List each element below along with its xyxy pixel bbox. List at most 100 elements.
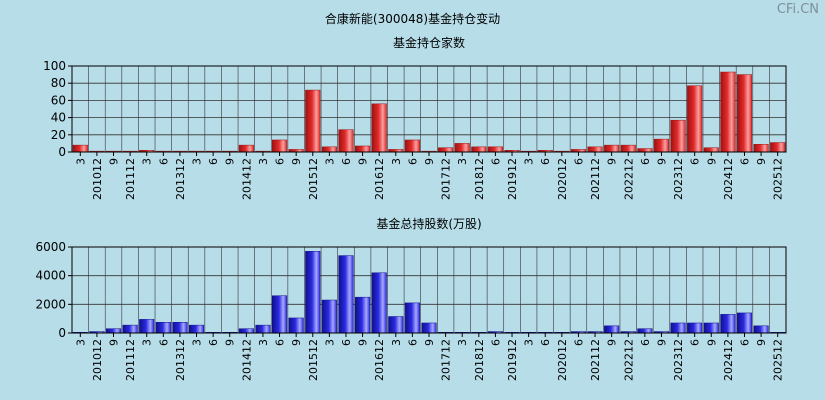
x-tick-label: 202112 bbox=[589, 339, 602, 381]
bar bbox=[604, 325, 620, 334]
x-tick-label: 3 bbox=[141, 339, 154, 346]
bar bbox=[753, 325, 769, 334]
bar bbox=[72, 144, 88, 153]
x-tick-label: 201912 bbox=[506, 339, 519, 381]
x-tick-label: 6 bbox=[406, 339, 419, 346]
bar bbox=[703, 322, 719, 334]
x-tick-label: 202412 bbox=[722, 339, 735, 381]
x-tick-label: 201812 bbox=[473, 339, 486, 381]
y-tick-label: 40 bbox=[51, 111, 66, 125]
y-tick-label: 20 bbox=[51, 128, 66, 142]
x-tick-label: 201812 bbox=[473, 158, 486, 200]
bar bbox=[272, 139, 288, 153]
bar bbox=[703, 147, 719, 153]
y-tick-label: 80 bbox=[51, 76, 66, 90]
x-tick-label: 202012 bbox=[556, 158, 569, 200]
bar bbox=[620, 144, 636, 153]
x-tick-label: 202012 bbox=[556, 339, 569, 381]
x-tick-label: 202312 bbox=[672, 339, 685, 381]
bar bbox=[172, 322, 188, 334]
bar bbox=[471, 146, 487, 153]
x-tick-label: 9 bbox=[290, 339, 303, 346]
x-tick-label: 6 bbox=[207, 339, 220, 346]
x-tick-label: 6 bbox=[738, 158, 751, 165]
x-tick-label: 201712 bbox=[440, 339, 453, 381]
x-tick-label: 3 bbox=[323, 339, 336, 346]
bar bbox=[670, 119, 686, 153]
x-tick-label: 6 bbox=[406, 158, 419, 165]
bar bbox=[720, 71, 736, 153]
x-tick-label: 9 bbox=[705, 339, 718, 346]
bar bbox=[338, 255, 354, 334]
x-tick-label: 201112 bbox=[124, 158, 137, 200]
x-tick-label: 6 bbox=[639, 339, 652, 346]
x-tick-label: 6 bbox=[572, 339, 585, 346]
bar bbox=[139, 319, 155, 334]
x-tick-label: 9 bbox=[357, 158, 370, 165]
bar bbox=[388, 316, 404, 334]
bar bbox=[720, 314, 736, 334]
bar bbox=[604, 144, 620, 153]
x-tick-label: 202512 bbox=[772, 158, 785, 200]
watermark: CFi.CN bbox=[776, 2, 819, 17]
plot-area bbox=[72, 66, 786, 152]
x-tick-label: 9 bbox=[224, 339, 237, 346]
x-tick-label: 3 bbox=[141, 158, 154, 165]
bar bbox=[238, 144, 254, 153]
bar bbox=[753, 144, 769, 153]
x-tick-label: 6 bbox=[340, 339, 353, 346]
x-tick-label: 9 bbox=[108, 158, 121, 165]
x-tick-label: 9 bbox=[224, 158, 237, 165]
x-tick-label: 9 bbox=[357, 339, 370, 346]
x-tick-label: 9 bbox=[290, 158, 303, 165]
x-tick-label: 3 bbox=[456, 339, 469, 346]
bar bbox=[637, 148, 653, 153]
x-tick-label: 201412 bbox=[240, 158, 253, 200]
x-tick-label: 9 bbox=[705, 158, 718, 165]
x-tick-label: 6 bbox=[489, 158, 502, 165]
y-tick-label: 4000 bbox=[35, 269, 66, 283]
x-tick-label: 3 bbox=[257, 158, 270, 165]
x-tick-label: 3 bbox=[191, 158, 204, 165]
bar bbox=[736, 312, 753, 334]
bar bbox=[255, 324, 271, 334]
x-tick-label: 201512 bbox=[307, 339, 320, 381]
x-tick-label: 6 bbox=[738, 339, 751, 346]
x-tick-label: 6 bbox=[340, 158, 353, 165]
bar bbox=[438, 147, 454, 153]
y-tick-label: 0 bbox=[58, 145, 66, 159]
x-tick-label: 202512 bbox=[772, 339, 785, 381]
x-tick-label: 201312 bbox=[174, 158, 187, 200]
y-tick-label: 60 bbox=[51, 93, 66, 107]
x-tick-label: 9 bbox=[606, 158, 619, 165]
x-tick-label: 3 bbox=[74, 339, 87, 346]
x-tick-label: 3 bbox=[390, 339, 403, 346]
bar bbox=[338, 129, 354, 153]
x-tick-label: 6 bbox=[689, 339, 702, 346]
page-title: 合康新能(300048)基金持仓变动 bbox=[324, 12, 501, 26]
x-tick-label: 201512 bbox=[307, 158, 320, 200]
bar bbox=[155, 322, 171, 334]
x-tick-label: 9 bbox=[423, 339, 436, 346]
bar bbox=[288, 317, 304, 334]
bar bbox=[687, 85, 703, 153]
x-tick-label: 3 bbox=[390, 158, 403, 165]
bar bbox=[421, 322, 437, 334]
x-tick-label: 3 bbox=[456, 158, 469, 165]
x-tick-label: 202212 bbox=[622, 158, 635, 200]
x-tick-label: 201412 bbox=[240, 339, 253, 381]
bar bbox=[736, 74, 753, 153]
bar bbox=[371, 272, 387, 334]
x-tick-label: 6 bbox=[274, 339, 287, 346]
x-tick-label: 3 bbox=[323, 158, 336, 165]
x-tick-label: 202412 bbox=[722, 158, 735, 200]
x-tick-label: 6 bbox=[157, 339, 170, 346]
bar bbox=[371, 103, 387, 153]
x-tick-label: 6 bbox=[539, 339, 552, 346]
x-tick-label: 6 bbox=[207, 158, 220, 165]
x-tick-label: 202312 bbox=[672, 158, 685, 200]
x-tick-label: 201612 bbox=[373, 158, 386, 200]
bar bbox=[305, 251, 321, 334]
y-tick-label: 2000 bbox=[35, 297, 66, 311]
